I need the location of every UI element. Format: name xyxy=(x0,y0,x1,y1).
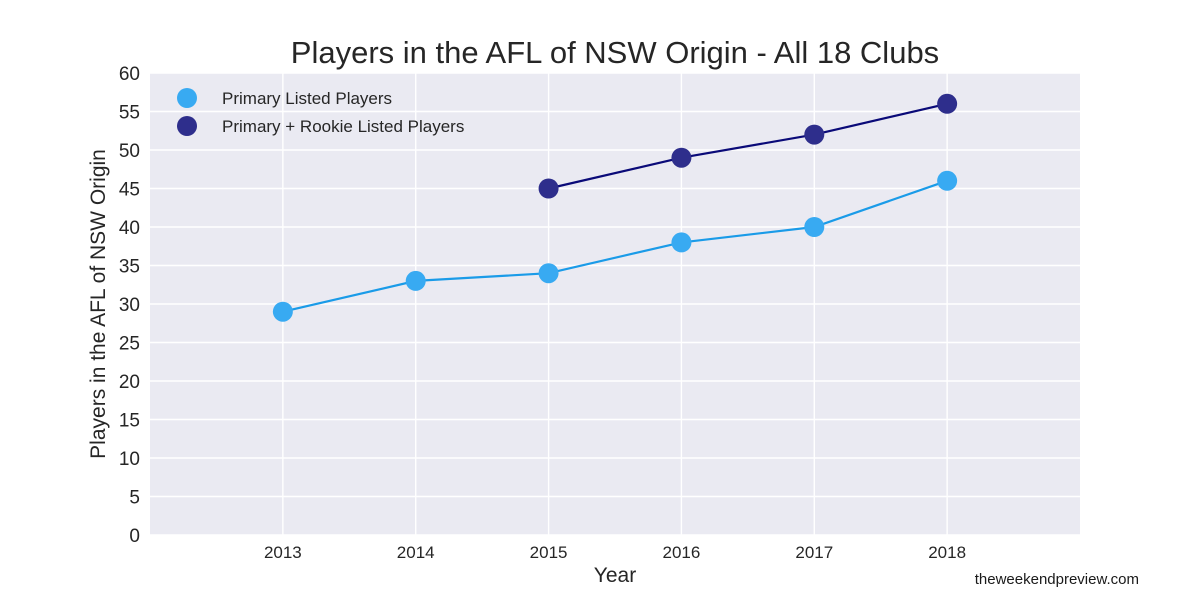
y-tick-label: 35 xyxy=(119,257,140,278)
legend: Primary Listed Players Primary + Rookie … xyxy=(177,88,464,136)
data-point-series-0 xyxy=(272,301,293,322)
y-tick-label: 50 xyxy=(119,141,140,162)
legend-label-primary: Primary Listed Players xyxy=(222,89,392,108)
data-point-series-0 xyxy=(804,217,825,237)
data-point-series-0 xyxy=(538,263,559,284)
y-tick-label: 40 xyxy=(119,218,140,239)
y-axis-label: Players in the AFL of NSW Origin xyxy=(87,149,110,459)
data-point-series-1 xyxy=(671,147,692,168)
legend-marker-primary xyxy=(177,88,197,108)
legend-marker-primary-rookie xyxy=(177,116,197,136)
x-tick-label: 2014 xyxy=(397,543,435,562)
x-tick-label: 2013 xyxy=(264,543,302,562)
y-tick-label: 30 xyxy=(119,295,140,316)
y-tick-label: 60 xyxy=(119,64,140,85)
series-line-1 xyxy=(548,102,948,190)
y-tick-label: 0 xyxy=(129,526,140,547)
x-tick-label: 2017 xyxy=(795,543,833,562)
x-tick-label: 2016 xyxy=(663,543,701,562)
y-tick-label: 20 xyxy=(119,372,140,393)
x-tick-label: 2015 xyxy=(530,543,568,562)
y-tick-label: 15 xyxy=(119,411,140,432)
y-tick-label: 25 xyxy=(119,334,140,355)
watermark: theweekendpreview.com xyxy=(975,571,1139,588)
data-point-series-1 xyxy=(937,93,958,114)
series-group xyxy=(272,93,958,322)
y-tick-label: 5 xyxy=(129,488,140,509)
y-tick-labels: 0 5 10 15 20 25 30 35 40 45 50 55 60 xyxy=(119,64,140,547)
data-point-series-0 xyxy=(405,270,426,291)
legend-label-primary-rookie: Primary + Rookie Listed Players xyxy=(222,117,464,136)
series-line-0 xyxy=(282,179,948,313)
y-tick-label: 45 xyxy=(119,180,140,201)
data-point-series-0 xyxy=(937,170,958,191)
data-point-series-1 xyxy=(538,178,559,199)
x-tick-labels: 2013 2014 2015 2016 2017 2018 xyxy=(264,543,966,562)
x-tick-label: 2018 xyxy=(928,543,966,562)
data-point-series-0 xyxy=(671,232,692,253)
chart-title: Players in the AFL of NSW Origin - All 1… xyxy=(291,35,939,70)
data-point-series-1 xyxy=(804,124,825,145)
y-tick-label: 55 xyxy=(119,103,140,124)
y-tick-label: 10 xyxy=(119,449,140,470)
x-axis-label: Year xyxy=(594,564,636,587)
